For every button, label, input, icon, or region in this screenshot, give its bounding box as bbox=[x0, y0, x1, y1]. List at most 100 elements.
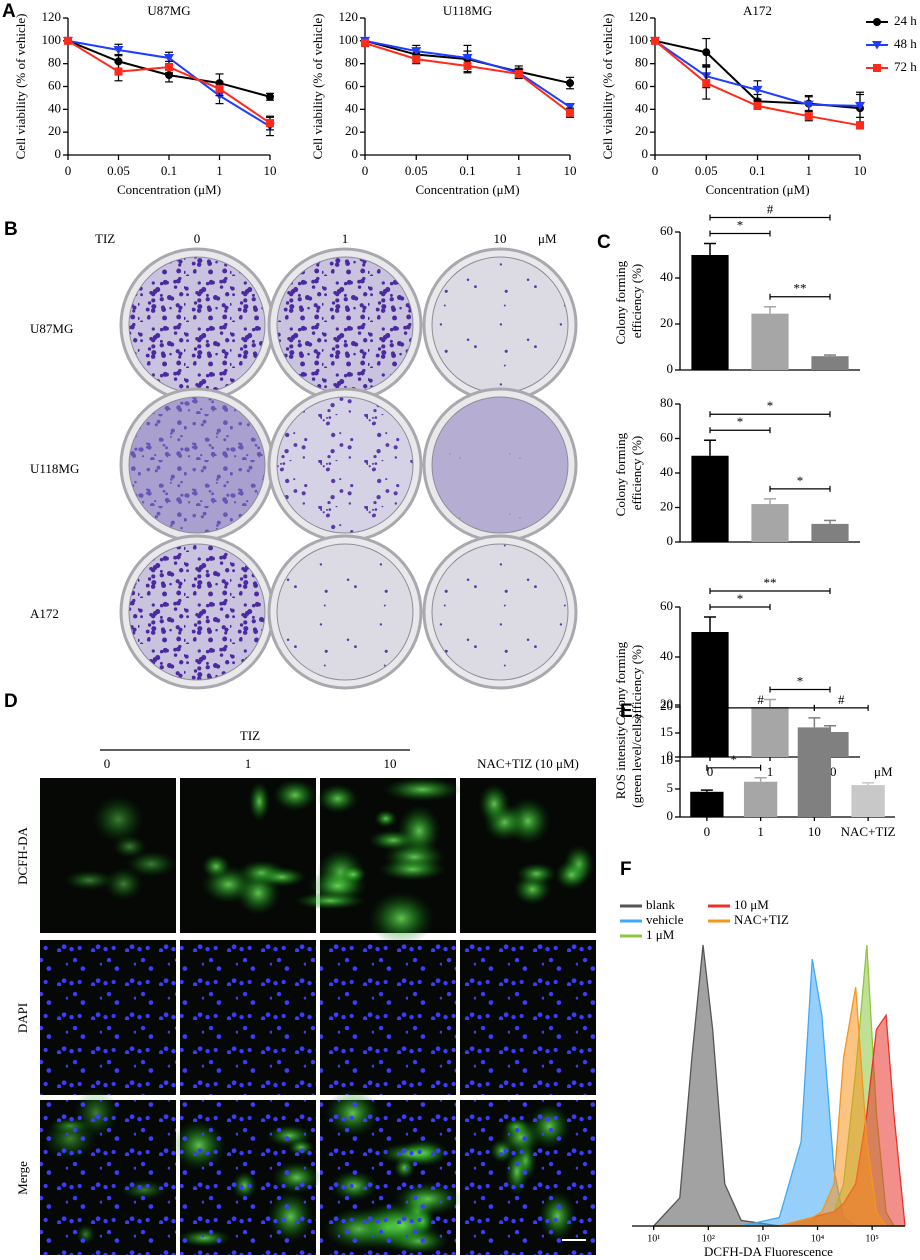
x-axis-label: Concentration (μM) bbox=[117, 182, 221, 197]
legend-marker bbox=[873, 18, 881, 26]
point bbox=[266, 119, 274, 128]
bar bbox=[751, 504, 789, 542]
stain-label: DAPI bbox=[15, 1003, 30, 1033]
point bbox=[702, 48, 711, 57]
point bbox=[566, 108, 574, 117]
error-bar bbox=[862, 782, 875, 786]
area-fill bbox=[653, 987, 905, 1226]
significance-label: # bbox=[757, 692, 764, 707]
y-tick-label: 60 bbox=[660, 429, 673, 444]
fluorescence bbox=[63, 869, 116, 891]
significance-bracket: * bbox=[709, 414, 771, 434]
y-tick-label: 0 bbox=[667, 533, 674, 548]
nuclei bbox=[460, 1100, 596, 1255]
fluorescence bbox=[339, 865, 367, 884]
dish-colonies bbox=[276, 396, 414, 534]
y-tick-label: 15 bbox=[660, 724, 673, 739]
significance-label: * bbox=[767, 398, 774, 413]
significance-bracket: ** bbox=[769, 281, 831, 300]
y-tick-label: 60 bbox=[660, 598, 673, 613]
error-bar bbox=[754, 777, 767, 782]
x-tick-label: 0.1 bbox=[459, 163, 475, 178]
y-tick-label: 40 bbox=[635, 100, 648, 115]
point bbox=[266, 92, 274, 101]
y-tick-label: 0 bbox=[667, 808, 674, 823]
point bbox=[64, 36, 72, 45]
panel-label: B bbox=[4, 219, 18, 240]
bar bbox=[851, 785, 885, 817]
panel-label: F bbox=[620, 859, 632, 880]
point bbox=[113, 45, 124, 55]
point bbox=[361, 39, 369, 48]
bar bbox=[691, 255, 729, 370]
fluorescence bbox=[378, 858, 447, 881]
y-tick-label: 20 bbox=[345, 123, 358, 138]
y-tick-label: 40 bbox=[660, 269, 673, 284]
significance-label: ** bbox=[764, 575, 777, 590]
nuclei bbox=[460, 940, 596, 1095]
y-tick-label: 20 bbox=[660, 498, 673, 513]
y-axis-label: Colony forming efficiency (%) bbox=[613, 430, 644, 517]
panel-label: A bbox=[2, 1, 16, 22]
stain-label: DCFH-DA bbox=[15, 827, 30, 885]
fluorescence bbox=[294, 891, 367, 910]
y-tick-label: 40 bbox=[660, 464, 673, 479]
y-tick-label: 20 bbox=[48, 123, 61, 138]
point bbox=[651, 36, 659, 45]
panel-label: E bbox=[620, 701, 633, 722]
y-tick-label: 40 bbox=[48, 100, 61, 115]
legend-label: 24 h bbox=[894, 13, 917, 28]
point bbox=[752, 85, 763, 95]
error-bar bbox=[764, 498, 776, 505]
panel-label: D bbox=[4, 691, 18, 712]
y-tick-label: 0 bbox=[667, 361, 674, 376]
significance-bracket: ** bbox=[709, 575, 831, 594]
significance-label: ** bbox=[794, 281, 807, 296]
fluorescence bbox=[368, 891, 435, 946]
fluorescence bbox=[382, 777, 463, 802]
drug-label: TIZ bbox=[240, 728, 260, 743]
x-tick-label: 10² bbox=[702, 1233, 715, 1244]
x-tick-label: 1 bbox=[767, 764, 774, 779]
x-tick-label: 0.1 bbox=[161, 163, 177, 178]
dose-label: 0 bbox=[194, 231, 201, 246]
y-tick-label: 40 bbox=[660, 648, 673, 663]
error-bar bbox=[700, 789, 713, 792]
y-tick-label: 60 bbox=[660, 223, 673, 238]
y-tick-label: 100 bbox=[42, 32, 62, 47]
bar bbox=[743, 781, 778, 817]
point bbox=[565, 103, 575, 112]
dish-colonies bbox=[431, 543, 569, 681]
point bbox=[215, 84, 224, 93]
unit-label: μM bbox=[538, 231, 557, 246]
point bbox=[412, 55, 421, 64]
x-tick-label: 10 bbox=[564, 163, 577, 178]
legend-label: 10 μM bbox=[734, 897, 769, 912]
legend-marker bbox=[872, 41, 882, 50]
y-tick-label: 5 bbox=[667, 780, 674, 795]
legend-marker bbox=[873, 64, 881, 72]
x-tick-label: 10 bbox=[808, 824, 821, 839]
error-bar bbox=[704, 439, 716, 456]
x-tick-label: 10⁵ bbox=[865, 1233, 879, 1244]
cell-line-label: U87MG bbox=[30, 321, 73, 336]
bar bbox=[811, 356, 849, 370]
y-tick-label: 20 bbox=[660, 696, 673, 711]
y-tick-label: 10 bbox=[660, 752, 673, 767]
dose-label: 10 bbox=[494, 231, 507, 246]
y-tick-label: 60 bbox=[345, 77, 358, 92]
dish-colonies bbox=[128, 256, 266, 394]
x-tick-label: 1 bbox=[806, 163, 813, 178]
fluorescence bbox=[125, 850, 177, 878]
point bbox=[114, 57, 123, 66]
fluorescence bbox=[374, 809, 398, 828]
significance-label: * bbox=[731, 752, 738, 767]
significance-bracket: * bbox=[709, 217, 771, 237]
fluorescence bbox=[272, 778, 318, 812]
bar bbox=[691, 455, 729, 542]
x-tick-label: 0 bbox=[704, 824, 711, 839]
point bbox=[462, 53, 473, 63]
error-bar bbox=[824, 519, 836, 524]
y-axis-label: ROS intensity (green level/cells) bbox=[613, 714, 644, 807]
y-tick-label: 20 bbox=[660, 315, 673, 330]
